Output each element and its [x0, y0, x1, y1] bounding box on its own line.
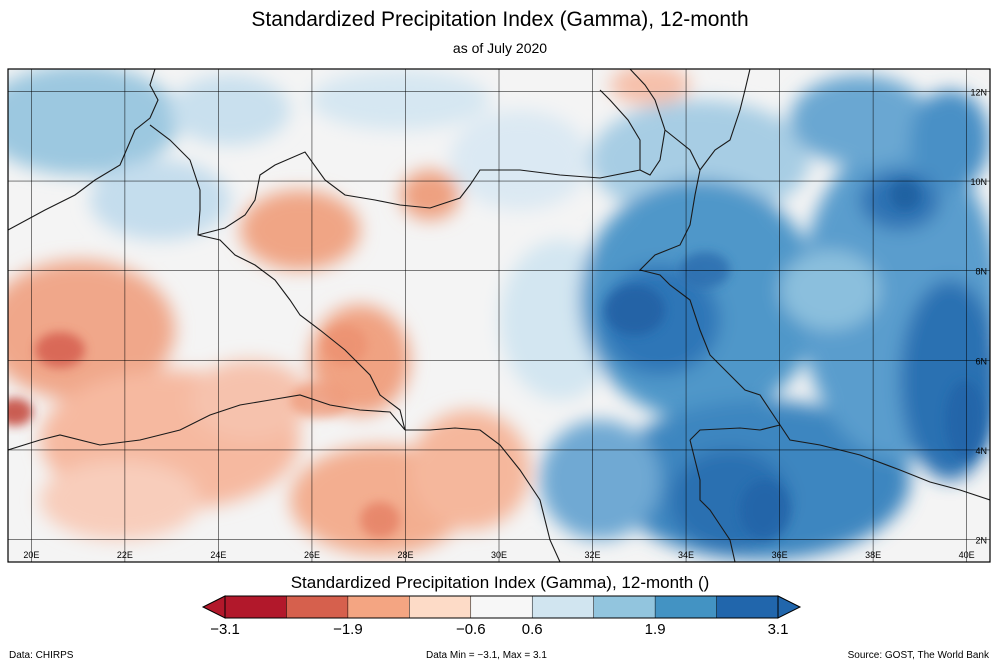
- longitude-label: 38E: [865, 550, 881, 560]
- map-subtitle: as of July 2020: [452, 40, 548, 56]
- colorbar-tick-label: −3.1: [210, 621, 240, 638]
- longitude-label: 24E: [210, 550, 226, 560]
- colorbar-tick-label: 1.9: [644, 621, 666, 638]
- colorbar-tick-label: 3.1: [767, 621, 789, 638]
- colorbar-bin: [225, 596, 287, 618]
- longitude-label: 20E: [23, 550, 39, 560]
- longitude-label: 28E: [397, 550, 413, 560]
- colorbar-title: Standardized Precipitation Index (Gamma)…: [290, 573, 710, 592]
- colorbar-tick-label: −0.6: [455, 621, 486, 638]
- longitude-label: 36E: [772, 550, 788, 560]
- source-credit: Source: GOST, The World Bank: [847, 650, 989, 661]
- longitude-label: 34E: [678, 550, 694, 560]
- map-frame: [7, 68, 991, 563]
- latitude-label: 8N: [975, 267, 987, 277]
- graticule: [8, 69, 990, 562]
- colorbar-bin: [470, 596, 533, 618]
- colorbar-bin: [593, 596, 656, 618]
- colorbar-bin: [347, 596, 410, 618]
- colorbar-bin: [655, 596, 718, 618]
- colorbar-bin: [716, 596, 779, 618]
- colorbar-bin: [286, 596, 349, 618]
- colorbar-extend-low-arrow: [201, 595, 226, 619]
- latitude-labels: 2N 4N 6N 8N 10N 12N: [970, 87, 987, 545]
- colorbar-extend-high-arrow: [777, 595, 802, 619]
- colorbar-bin: [409, 596, 472, 618]
- longitude-label: 26E: [304, 550, 320, 560]
- spi-raster: [8, 69, 990, 562]
- colorbar-bin: [532, 596, 595, 618]
- latitude-label: 2N: [975, 536, 987, 546]
- longitude-label: 32E: [585, 550, 601, 560]
- data-source: Data: CHIRPS: [9, 650, 74, 661]
- longitude-label: 30E: [491, 550, 507, 560]
- country-borders: [8, 69, 990, 562]
- longitude-label: 22E: [117, 550, 133, 560]
- latitude-label: 12N: [970, 87, 987, 97]
- colorbar-tick-label: −1.9: [333, 621, 363, 638]
- colorbar-tick-label: 0.6: [521, 621, 543, 638]
- latitude-label: 4N: [975, 446, 987, 456]
- longitude-label: 40E: [959, 550, 975, 560]
- latitude-label: 10N: [970, 177, 987, 187]
- latitude-label: 6N: [975, 356, 987, 366]
- map-title: Standardized Precipitation Index (Gamma)…: [251, 8, 749, 31]
- colorbar: [201, 595, 802, 619]
- longitude-labels: 20E 22E 24E 26E 28E 30E 32E 34E 36E 38E 40E: [23, 550, 974, 560]
- data-range: Data Min = −3.1, Max = 3.1: [426, 650, 547, 661]
